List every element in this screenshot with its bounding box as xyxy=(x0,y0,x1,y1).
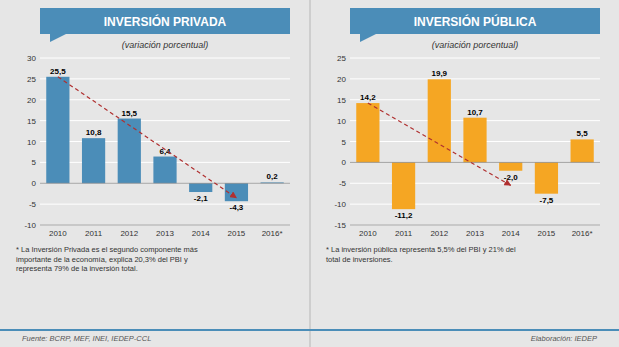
grid-line xyxy=(350,183,600,184)
y-tick-label: 25 xyxy=(337,54,346,63)
grid-line xyxy=(40,183,290,184)
grid-line xyxy=(40,120,290,121)
bottom-border xyxy=(0,329,619,331)
y-tick-label: 20 xyxy=(27,96,36,105)
x-tick-label: 2015 xyxy=(228,229,246,238)
footnote: * La inversión pública representa 5,5% d… xyxy=(326,245,516,264)
y-tick-label: 0 xyxy=(342,158,347,167)
data-label: -4,3 xyxy=(230,203,244,212)
header-pointer xyxy=(360,34,376,42)
x-tick-label: 2012 xyxy=(430,229,448,238)
x-axis-line xyxy=(350,225,600,226)
panel: INVERSIÓN PRIVADA (variación porcentual) -… xyxy=(16,8,290,273)
zero-line xyxy=(350,162,600,163)
x-tick-label: 2015 xyxy=(538,229,556,238)
data-label: -11,2 xyxy=(395,211,413,220)
y-tick-label: 10 xyxy=(27,138,36,147)
footnote: * La Inversión Privada es el segundo com… xyxy=(16,245,198,273)
bar xyxy=(428,79,451,162)
data-label: -2,0 xyxy=(504,173,518,182)
y-tick-label: -5 xyxy=(29,200,37,209)
x-tick-label: 2014 xyxy=(502,229,520,238)
trend-arrow xyxy=(58,77,237,198)
bar xyxy=(356,103,379,162)
grid-line xyxy=(350,225,600,226)
grid-line xyxy=(40,225,290,226)
data-label: 25,5 xyxy=(50,67,66,76)
subtitle: (variación porcentual) xyxy=(122,40,209,50)
y-tick-label: 10 xyxy=(337,117,346,126)
data-label: 10,8 xyxy=(86,128,102,137)
grid-line xyxy=(350,204,600,205)
y-tick-label: 25 xyxy=(27,75,36,84)
data-label: 10,7 xyxy=(467,108,483,117)
x-tick-label: 2016* xyxy=(572,229,593,238)
panel-separator xyxy=(310,0,311,347)
panel: INVERSIÓN PÚBLICA (variación porcentual) -… xyxy=(326,8,600,264)
y-tick-label: 15 xyxy=(337,96,346,105)
source: Elaboración: IEDEP xyxy=(531,334,597,343)
grid-line xyxy=(40,58,290,59)
y-tick-label: 15 xyxy=(27,117,36,126)
grid-line xyxy=(40,99,290,100)
data-label: 14,2 xyxy=(360,93,376,102)
subtitle: (variación porcentual) xyxy=(432,40,519,50)
data-label: 19,9 xyxy=(431,69,447,78)
bar xyxy=(392,162,415,209)
source: Fuente: BCRP, MEF, INEI, IEDEP-CCL xyxy=(22,334,151,343)
y-tick-label: -15 xyxy=(334,221,346,230)
bar xyxy=(571,139,594,162)
data-label: 0,2 xyxy=(267,172,279,181)
background xyxy=(0,0,619,347)
bars xyxy=(46,77,284,201)
title: INVERSIÓN PRIVADA xyxy=(104,14,227,29)
zero-line xyxy=(40,183,290,184)
header-pointer xyxy=(50,34,66,42)
y-tick-label: -10 xyxy=(24,221,36,230)
grid-line xyxy=(350,162,600,163)
x-tick-label: 2014 xyxy=(192,229,210,238)
bar xyxy=(463,118,486,163)
bar xyxy=(499,162,522,170)
grid-line xyxy=(350,78,600,79)
data-label: 5,5 xyxy=(577,129,589,138)
data-label: 15,5 xyxy=(121,109,137,118)
bar xyxy=(82,138,105,183)
y-tick-label: 20 xyxy=(337,75,346,84)
chart-canvas: INVERSIÓN PRIVADA (variación porcentual) -… xyxy=(0,0,619,347)
grid-line xyxy=(350,99,600,100)
title: INVERSIÓN PÚBLICA xyxy=(414,14,537,29)
data-label: -2,1 xyxy=(194,194,208,203)
y-tick-label: -10 xyxy=(334,200,346,209)
grid-line xyxy=(40,141,290,142)
bar xyxy=(46,77,69,183)
y-tick-label: 5 xyxy=(342,138,347,147)
x-tick-label: 2012 xyxy=(120,229,138,238)
x-tick-label: 2010 xyxy=(49,229,67,238)
y-tick-label: 5 xyxy=(32,158,37,167)
trend-arrow xyxy=(368,103,511,185)
bars xyxy=(356,79,594,209)
grid-line xyxy=(40,204,290,205)
bar xyxy=(153,157,176,184)
data-label: 6,4 xyxy=(159,147,171,156)
x-tick-label: 2011 xyxy=(85,229,103,238)
grid-line xyxy=(40,78,290,79)
bar xyxy=(118,119,141,184)
data-label: -7,5 xyxy=(540,196,554,205)
header-box xyxy=(350,8,600,34)
bar xyxy=(535,162,558,193)
grid-line xyxy=(350,58,600,59)
x-tick-label: 2010 xyxy=(359,229,377,238)
y-tick-label: 30 xyxy=(27,54,36,63)
x-tick-label: 2016* xyxy=(262,229,283,238)
x-tick-label: 2011 xyxy=(395,229,413,238)
x-tick-label: 2013 xyxy=(156,229,174,238)
x-axis-line xyxy=(40,225,290,226)
x-tick-label: 2013 xyxy=(466,229,484,238)
y-tick-label: 0 xyxy=(32,179,37,188)
header-box xyxy=(40,8,290,34)
y-tick-label: -5 xyxy=(339,179,347,188)
bar xyxy=(189,183,212,192)
